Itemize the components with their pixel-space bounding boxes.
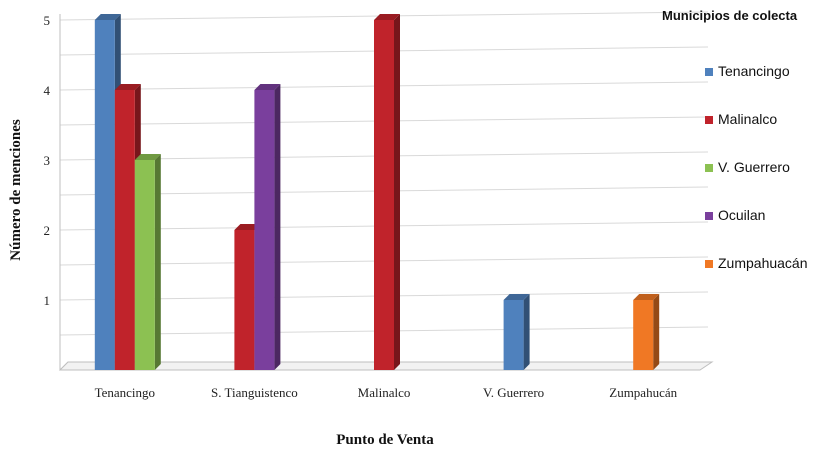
y-tick-label: 3 xyxy=(44,153,51,168)
legend-item: Ocuilan xyxy=(705,207,765,223)
legend-swatch xyxy=(705,116,713,124)
legend-label: Ocuilan xyxy=(718,207,765,223)
legend-swatch xyxy=(705,260,713,268)
x-axis-title: Punto de Venta xyxy=(336,432,434,448)
legend-item: V. Guerrero xyxy=(705,159,790,175)
y-tick-label: 1 xyxy=(44,293,51,308)
legend-items: Tenancingo Malinalco V. Guerrero Ocuilan Zum… xyxy=(705,63,808,271)
y-tick-label: 4 xyxy=(44,83,51,98)
x-tick-label: Zumpahucán xyxy=(609,385,677,400)
x-tick-label: V. Guerrero xyxy=(483,385,544,400)
x-tick-label: Tenancingo xyxy=(95,385,155,400)
legend-swatch xyxy=(705,212,713,220)
legend-label: Tenancingo xyxy=(718,63,790,79)
bar xyxy=(633,294,660,370)
y-tick-label: 2 xyxy=(44,223,51,238)
x-tick-labels: Tenancingo S. Tianguistenco Malinalco V. Gu… xyxy=(95,385,678,400)
legend-label: Zumpahuacán xyxy=(718,255,808,271)
legend: Municipios de colecta Tenancingo Malinalc… xyxy=(662,8,808,271)
bars xyxy=(94,14,660,370)
legend-title: Municipios de colecta xyxy=(662,8,798,23)
bar xyxy=(503,294,530,370)
bar xyxy=(254,84,281,370)
legend-label: Malinalco xyxy=(718,111,777,127)
y-tick-labels: 1 2 3 4 5 xyxy=(44,13,51,308)
x-tick-label: Malinalco xyxy=(358,385,411,400)
legend-item: Malinalco xyxy=(705,111,777,127)
bar xyxy=(374,14,400,370)
y-axis-title: Número de menciones xyxy=(8,119,24,261)
x-tick-label: S. Tianguistenco xyxy=(211,385,298,400)
legend-item: Tenancingo xyxy=(705,63,790,79)
legend-item: Zumpahuacán xyxy=(705,255,808,271)
legend-swatch xyxy=(705,164,713,172)
legend-label: V. Guerrero xyxy=(718,159,790,175)
y-tick-label: 5 xyxy=(44,13,51,28)
bar xyxy=(134,154,161,370)
legend-swatch xyxy=(705,68,713,76)
